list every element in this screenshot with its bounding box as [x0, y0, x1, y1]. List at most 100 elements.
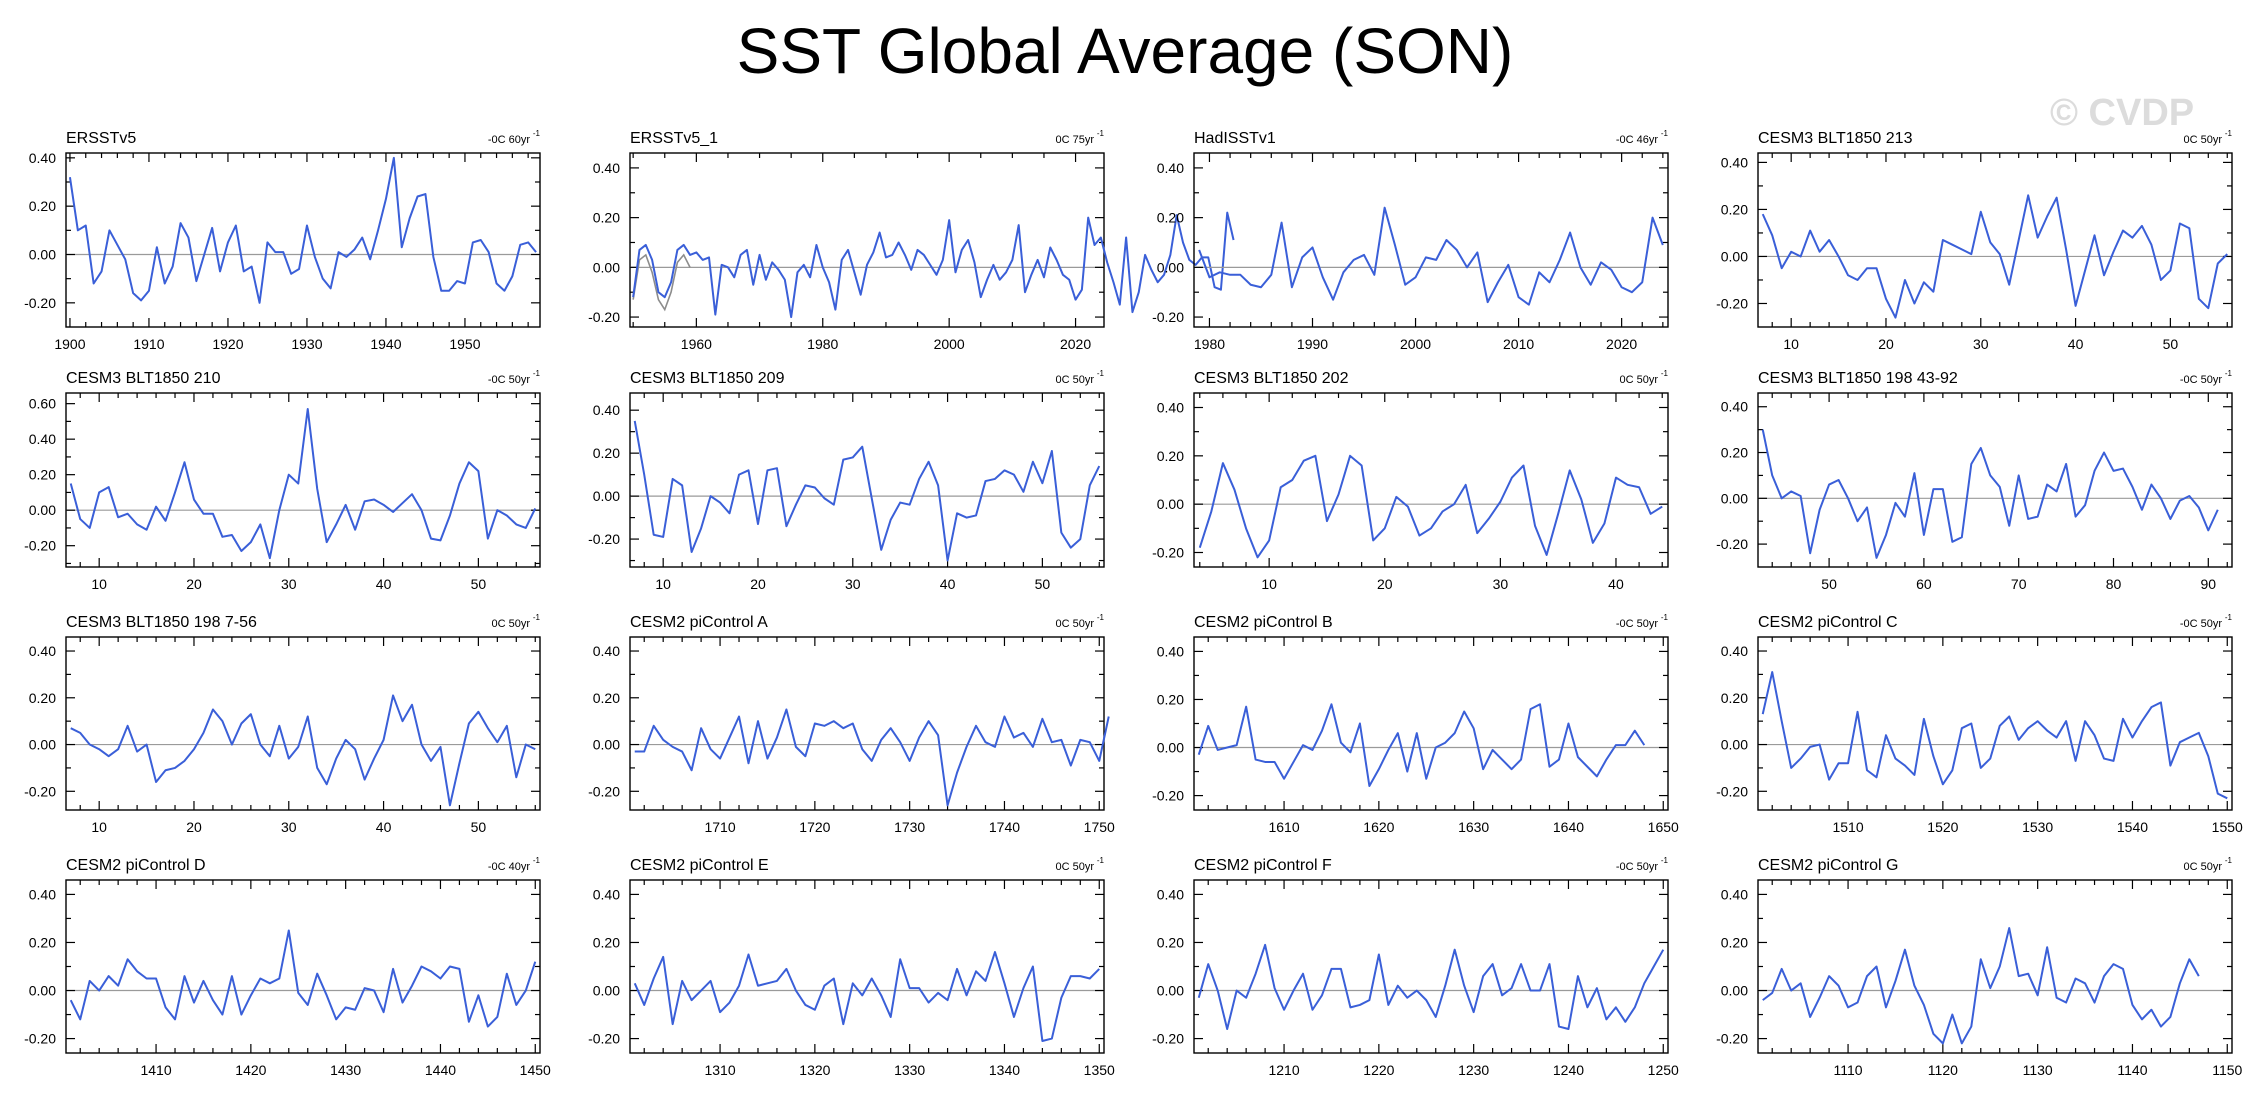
y-tick-label: 0.60	[29, 396, 56, 412]
x-tick-label: 1980	[807, 336, 838, 352]
x-tick-label: 90	[2201, 576, 2217, 592]
trend-superscript: -1	[2225, 613, 2233, 622]
x-tick-label: 1240	[1553, 1062, 1584, 1078]
panel-title: CESM2 piControl F	[1194, 857, 1332, 874]
x-tick-label: 20	[1377, 576, 1393, 592]
y-tick-label: -0.20	[1152, 309, 1184, 325]
y-tick-label: 0.00	[593, 259, 620, 275]
chart-panel-13: CESM2 piControl D -0C 40yr-1 -0.20 0.00 0.20…	[24, 856, 551, 1078]
y-tick-label: 0.40	[593, 643, 620, 659]
y-tick-label: 0.00	[1157, 983, 1184, 999]
trend-superscript: -1	[1097, 856, 1105, 865]
x-tick-label: 1710	[704, 819, 735, 835]
y-tick-label: 0.40	[1157, 643, 1184, 659]
x-tick-label: 70	[2011, 576, 2027, 592]
x-tick-label: 1630	[1458, 819, 1489, 835]
trend-label: 0C 50yr	[1055, 374, 1094, 386]
panel-title: CESM3 BLT1850 202	[1194, 370, 1349, 387]
x-tick-label: 1900	[54, 336, 85, 352]
x-tick-label: 1550	[2212, 819, 2243, 835]
y-tick-label: 0.00	[29, 247, 56, 263]
x-tick-label: 1530	[2022, 819, 2053, 835]
plot-frame	[65, 636, 541, 811]
x-tick-label: 2000	[934, 336, 965, 352]
y-tick-label: 0.20	[1721, 445, 1748, 461]
y-tick-label: 0.40	[593, 402, 620, 418]
sst-series-line	[69, 407, 537, 560]
x-tick-label: 1330	[894, 1062, 925, 1078]
chart-panel-4: CESM3 BLT1850 213 0C 50yr-1 -0.20 0.00 0.20 0…	[1716, 129, 2233, 352]
y-tick-label: -0.20	[1716, 1031, 1748, 1047]
y-tick-label: 0.20	[1157, 448, 1184, 464]
plot-frame	[1757, 152, 2233, 328]
y-tick-label: -0.20	[588, 1031, 620, 1047]
y-tick-label: 0.00	[593, 488, 620, 504]
trend-label: 0C 50yr	[1055, 861, 1094, 873]
y-tick-label: 0.40	[1157, 400, 1184, 416]
x-tick-label: 1980	[1194, 336, 1225, 352]
y-tick-label: 0.20	[1721, 201, 1748, 217]
panel-title: HadISSTv1	[1194, 130, 1276, 147]
y-tick-label: 0.20	[1157, 210, 1184, 226]
sst-series-line	[1197, 703, 1646, 787]
x-tick-label: 1950	[449, 336, 480, 352]
y-tick-label: 0.00	[1721, 737, 1748, 753]
x-tick-label: 1230	[1458, 1062, 1489, 1078]
y-tick-label: 0.20	[1157, 934, 1184, 950]
plot-frame	[629, 392, 1105, 568]
x-tick-label: 50	[471, 819, 487, 835]
y-tick-label: -0.20	[1716, 536, 1748, 552]
x-tick-label: 1130	[2023, 1062, 2053, 1078]
y-tick-label: 0.20	[593, 934, 620, 950]
x-tick-label: 1930	[291, 336, 322, 352]
x-tick-label: 30	[1493, 576, 1509, 592]
x-tick-label: 1620	[1363, 819, 1394, 835]
panel-title: CESM2 piControl E	[630, 857, 769, 874]
trend-superscript: -1	[1661, 129, 1669, 138]
panel-title: CESM3 BLT1850 210	[66, 370, 221, 387]
trend-label: 0C 50yr	[2183, 134, 2222, 146]
chart-panel-1: ERSSTv5 -0C 60yr-1 -0.20 0.00 0.20 0.40 1900 19…	[24, 129, 541, 352]
y-tick-label: 0.00	[1157, 259, 1184, 275]
panel-title: CESM2 piControl C	[1758, 614, 1898, 631]
trend-superscript: -1	[1097, 613, 1105, 622]
sst-series-line	[633, 420, 1101, 562]
sst-series-line	[1761, 194, 2228, 319]
y-tick-label: 0.40	[593, 886, 620, 902]
panel-title: CESM2 piControl G	[1758, 857, 1899, 874]
cvdp-watermark: © CVDP	[2050, 92, 2195, 134]
x-tick-label: 1250	[1648, 1062, 1679, 1078]
x-tick-label: 1720	[799, 819, 830, 835]
y-tick-label: 0.40	[1721, 643, 1748, 659]
sst-series-line	[69, 929, 537, 1028]
panel-title: CESM3 BLT1850 198 7-56	[66, 614, 257, 631]
y-tick-label: 0.40	[1157, 886, 1184, 902]
trend-label: -0C 50yr	[2180, 374, 2223, 386]
y-tick-label: 0.20	[29, 690, 56, 706]
trend-label: -0C 60yr	[488, 134, 531, 146]
y-tick-label: -0.20	[588, 309, 620, 325]
plot-frame	[1193, 879, 1669, 1054]
chart-panel-10: CESM2 piControl A 0C 50yr-1 -0.20 0.00 0.20 0…	[588, 613, 1115, 835]
trend-label: -0C 50yr	[1616, 618, 1659, 630]
x-tick-label: 20	[186, 819, 202, 835]
chart-panel-15: CESM2 piControl F -0C 50yr-1 -0.20 0.00 0.20…	[1152, 856, 1679, 1078]
y-tick-label: 0.40	[29, 150, 56, 166]
x-tick-label: 40	[376, 819, 392, 835]
x-tick-label: 50	[471, 576, 487, 592]
trend-label: -0C 50yr	[1616, 861, 1659, 873]
x-tick-label: 60	[1916, 576, 1932, 592]
y-tick-label: 0.00	[1721, 248, 1748, 264]
trend-superscript: -1	[1661, 369, 1669, 378]
panel-title: CESM2 piControl B	[1194, 614, 1333, 631]
x-tick-label: 40	[1608, 576, 1624, 592]
x-tick-label: 1640	[1553, 819, 1584, 835]
trend-superscript: -1	[1097, 129, 1105, 138]
y-tick-label: 0.40	[29, 886, 56, 902]
x-tick-label: 40	[376, 576, 392, 592]
sst-series-line	[632, 211, 1235, 319]
chart-panel-6: CESM3 BLT1850 209 0C 50yr-1 -0.20 0.00 0.20 0…	[588, 369, 1105, 592]
sst-series-line	[1761, 671, 2228, 800]
trend-label: 0C 50yr	[2183, 861, 2222, 873]
y-tick-label: 0.00	[1721, 490, 1748, 506]
